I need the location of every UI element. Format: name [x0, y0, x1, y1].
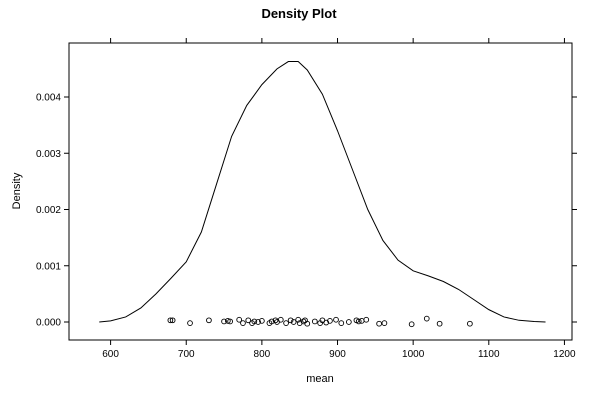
x-tick-label: 900	[329, 349, 346, 360]
x-tick-label: 700	[178, 349, 195, 360]
data-point	[169, 317, 176, 324]
data-point	[245, 317, 252, 324]
data-point	[167, 317, 174, 324]
y-axis-label: Density	[11, 172, 23, 209]
data-point	[251, 318, 258, 325]
density-line	[99, 61, 546, 323]
y-tick-label: 0.001	[36, 261, 61, 272]
data-point	[338, 320, 345, 326]
x-axis: 600 700 800 900 1000 1100 1200	[102, 38, 576, 360]
data-point	[221, 318, 227, 325]
data-point	[311, 318, 318, 325]
x-tick-label: 1000	[402, 349, 425, 360]
data-point	[240, 320, 246, 326]
data-point	[467, 320, 473, 327]
data-point	[290, 319, 297, 325]
data-point	[206, 317, 212, 324]
data-point	[295, 316, 302, 323]
chart-title: Density Plot	[261, 6, 337, 21]
data-point	[408, 321, 415, 328]
series-layer	[99, 61, 546, 328]
data-point	[358, 318, 365, 324]
x-axis-label: mean	[306, 373, 334, 385]
data-point	[227, 318, 233, 325]
data-point	[381, 320, 388, 326]
data-point	[327, 318, 333, 324]
x-tick-label: 1100	[478, 349, 500, 360]
data-point	[187, 320, 193, 326]
x-tick-label: 1200	[553, 349, 576, 360]
data-point	[255, 319, 261, 325]
data-point	[283, 320, 289, 326]
data-point	[259, 318, 265, 324]
data-point	[355, 318, 362, 325]
data-point	[346, 319, 352, 325]
x-tick-label: 800	[254, 349, 271, 360]
y-tick-label: 0.003	[36, 149, 61, 160]
data-point	[236, 316, 243, 323]
data-point	[363, 316, 370, 323]
x-tick-label: 600	[102, 349, 119, 360]
data-point	[287, 317, 294, 324]
data-point	[376, 320, 382, 327]
data-point	[224, 318, 231, 324]
data-point	[304, 320, 311, 327]
y-tick-label: 0.000	[36, 318, 61, 329]
plot-frame	[68, 42, 573, 341]
data-point	[423, 315, 430, 322]
data-point	[268, 318, 275, 325]
data-point	[272, 317, 279, 324]
y-tick-label: 0.002	[36, 205, 61, 216]
y-tick-label: 0.004	[36, 93, 61, 104]
data-point	[436, 320, 443, 327]
data-point	[333, 316, 339, 323]
data-point	[277, 316, 284, 323]
y-axis: 0.000 0.001 0.002 0.003 0.004	[36, 93, 577, 329]
